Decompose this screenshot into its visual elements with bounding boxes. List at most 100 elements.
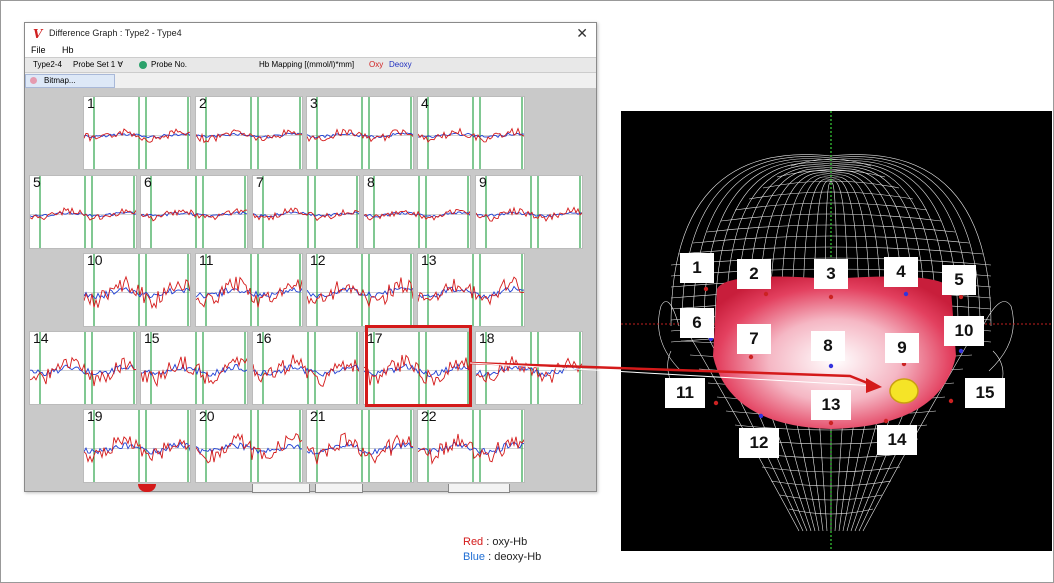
probe-point [748,354,754,360]
oxy-hb-trace [418,276,524,306]
oxy-hb-trace [141,207,247,222]
channel-panel-16[interactable]: 16 [252,331,360,405]
channel-trace-plot [253,332,359,404]
channel-panel-18[interactable]: 18 [475,331,583,405]
channel-number: 3 [310,96,318,111]
oxy-hb-trace [418,127,524,143]
probe-point [713,400,719,406]
app-logo-icon: V [33,27,43,41]
channel-17-marker [889,378,919,404]
channel-trace-plot [84,97,190,169]
oxy-toggle[interactable]: Oxy [369,60,384,69]
channel-trace-plot [364,332,470,404]
channel-panel-14[interactable]: 14 [29,331,137,405]
oxy-hb-trace [364,354,470,386]
channel-number: 5 [33,175,41,190]
head-probe-map: 1 2 3 4 5 6 7 8 9 10 11 12 13 14 15 [621,111,1052,551]
channel-panel-9[interactable]: 9 [475,175,583,249]
oxy-hb-trace [307,432,413,465]
deoxy-hb-trace [418,441,524,455]
probe-point [903,291,909,297]
probe-point [883,418,889,424]
oxy-hb-trace [418,433,524,465]
channel-graph-grid: 1 2 3 4 5 6 7 8 9 10 11 12 13 14 15 16 17 18 19 20 21 22 [25,88,596,491]
type-selector[interactable]: Type2-4 [33,60,62,69]
channel-panel-15[interactable]: 15 [140,331,248,405]
head-channel-label-14: 14 [877,425,917,455]
oxy-hb-trace [196,276,302,308]
display-button[interactable] [448,484,510,493]
channel-panel-12[interactable]: 12 [306,253,414,327]
background-button[interactable] [315,484,363,493]
deoxy-hb-trace [196,442,302,456]
title-bar: V Difference Graph : Type2 - Type4 ✕ [25,23,596,45]
channel-panel-17[interactable]: 17 [363,331,471,405]
channel-panel-1[interactable]: 1 [83,96,191,170]
channel-panel-11[interactable]: 11 [195,253,303,327]
background-button[interactable] [252,484,310,493]
channel-trace-plot [84,410,190,482]
head-channel-label-4: 4 [884,257,918,287]
head-channel-label-2: 2 [737,259,771,289]
channel-number: 1 [87,96,95,111]
head-channel-label-13: 13 [811,390,851,420]
record-button[interactable] [138,484,156,492]
channel-panel-22[interactable]: 22 [417,409,525,483]
channel-number: 14 [33,331,49,346]
channel-number: 20 [199,409,215,424]
probe-set-selector[interactable]: Probe Set 1 ∀ [73,60,123,69]
deoxy-toggle[interactable]: Deoxy [389,60,412,69]
head-channel-label-8: 8 [811,331,845,361]
head-channel-label-5: 5 [942,265,976,295]
channel-number: 19 [87,409,103,424]
probe-point [758,413,764,419]
channel-number: 12 [310,253,326,268]
menu-hb[interactable]: Hb [62,45,74,55]
channel-number: 15 [144,331,160,346]
channel-trace-plot [307,97,413,169]
probe-point [828,363,834,369]
deoxy-hb-trace [196,132,302,139]
legend-red-text: : oxy-Hb [483,536,528,548]
close-icon[interactable]: ✕ [576,25,588,41]
channel-panel-7[interactable]: 7 [252,175,360,249]
channel-number: 6 [144,175,152,190]
head-channel-label-10: 10 [944,316,984,346]
menu-file[interactable]: File [31,45,46,55]
channel-trace-plot [418,410,524,482]
probe-point [703,286,709,292]
channel-panel-13[interactable]: 13 [417,253,525,327]
head-channel-label-3: 3 [814,259,848,289]
channel-panel-2[interactable]: 2 [195,96,303,170]
oxy-hb-trace [307,277,413,309]
channel-panel-19[interactable]: 19 [83,409,191,483]
channel-panel-20[interactable]: 20 [195,409,303,483]
difference-graph-window: V Difference Graph : Type2 - Type4 ✕ Fil… [24,22,597,492]
channel-panel-10[interactable]: 10 [83,253,191,327]
head-channel-label-12: 12 [739,428,779,458]
channel-number: 22 [421,409,437,424]
channel-trace-plot [418,254,524,326]
probe-no-radio-icon[interactable] [139,61,147,69]
channel-panel-21[interactable]: 21 [306,409,414,483]
channel-panel-5[interactable]: 5 [29,175,137,249]
channel-trace-plot [196,97,302,169]
oxy-hb-trace [30,207,136,221]
channel-panel-3[interactable]: 3 [306,96,414,170]
bitmap-menu-item[interactable]: Bitmap... [25,74,115,88]
channel-trace-plot [196,254,302,326]
channel-panel-6[interactable]: 6 [140,175,248,249]
channel-number: 16 [256,331,272,346]
channel-number: 18 [479,331,495,346]
channel-number: 7 [256,175,264,190]
probe-no-label: Probe No. [151,60,188,69]
head-channel-label-9: 9 [885,333,919,363]
channel-trace-plot [30,332,136,404]
hb-mapping-label: Hb Mapping [(mmol/l)*mm] [259,60,355,69]
channel-trace-plot [307,410,413,482]
channel-panel-4[interactable]: 4 [417,96,525,170]
menu-bar: File Hb [25,45,596,57]
channel-number: 9 [479,175,487,190]
channel-number: 8 [367,175,375,190]
channel-panel-8[interactable]: 8 [363,175,471,249]
